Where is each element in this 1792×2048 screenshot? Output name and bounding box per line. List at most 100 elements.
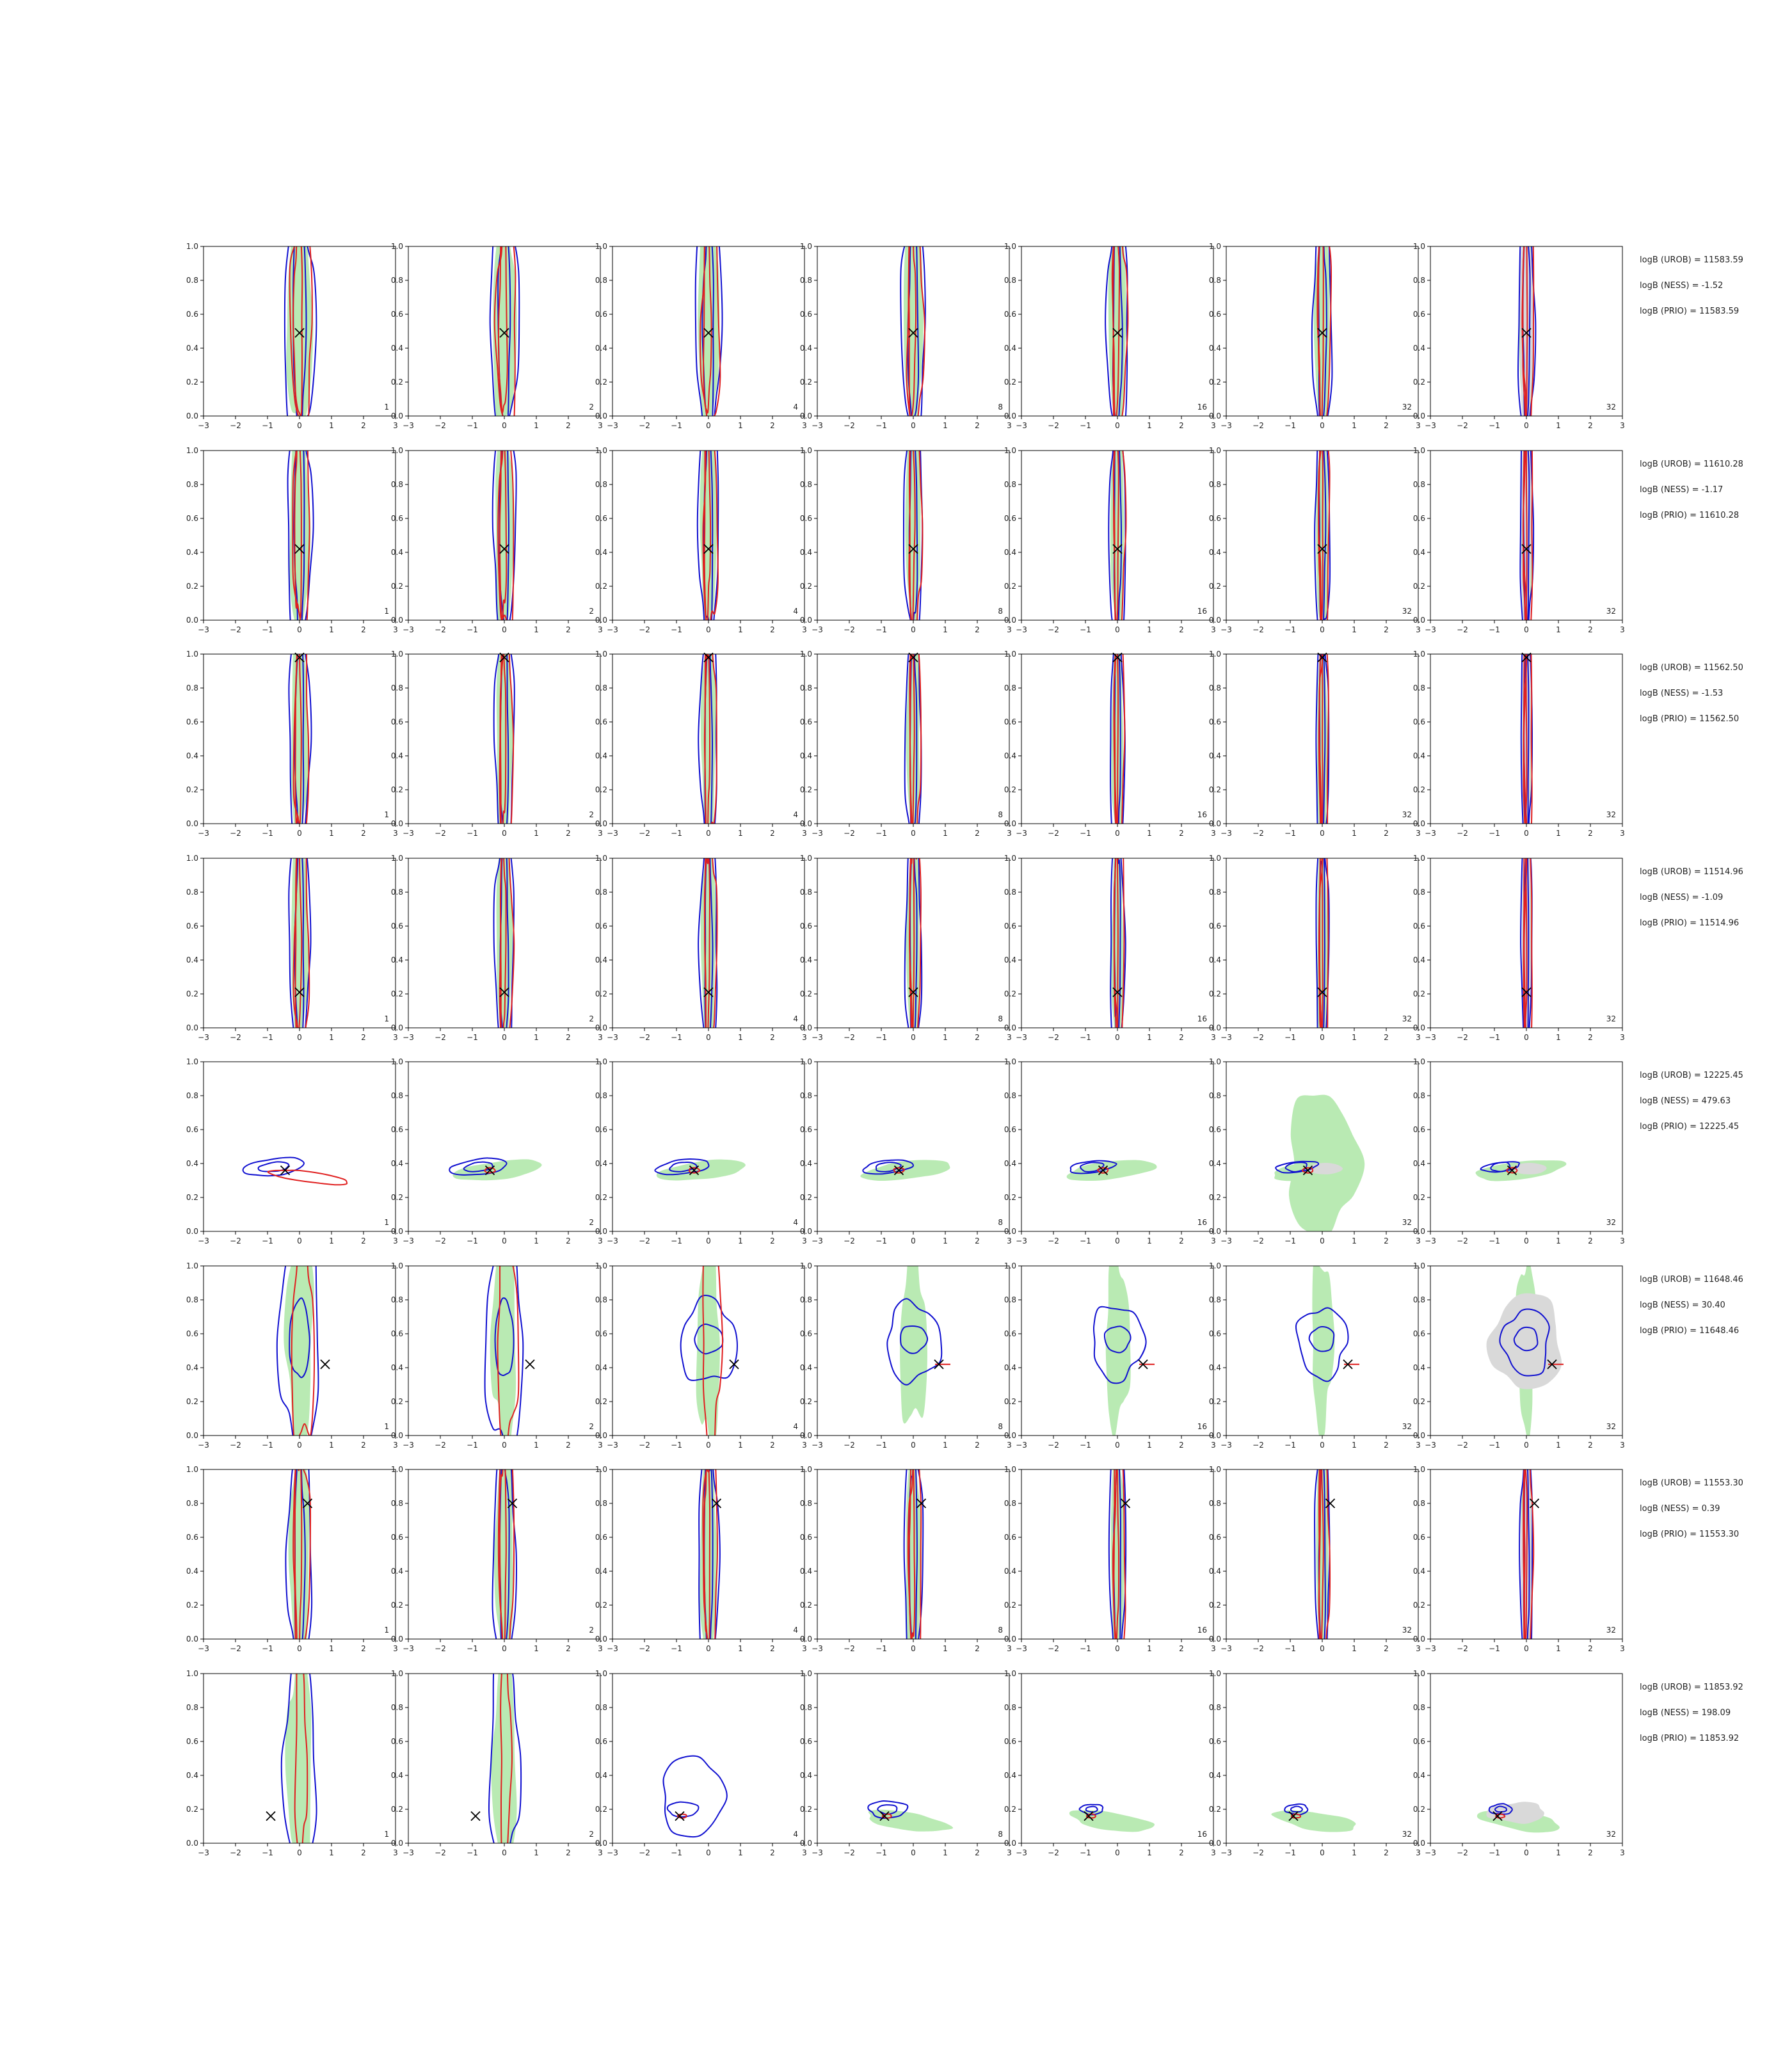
y-tick-label: 0.0 (391, 1839, 403, 1848)
x-tick-label: −3 (1425, 1033, 1436, 1042)
y-tick-label: 0.4 (1004, 751, 1016, 760)
x-tick-label: 0 (911, 625, 916, 634)
panel-r7-c6: −3 −2 −1 0 1 2 30.00.20.40.60.81.032 (1209, 1465, 1421, 1653)
panel-contours (1314, 1469, 1331, 1639)
y-tick-label: 0.6 (186, 1329, 198, 1338)
y-tick-label: 0.2 (391, 1193, 403, 1202)
true-value-marker (507, 1498, 518, 1508)
y-tick-label: 0.6 (1209, 514, 1221, 523)
red-contour-outer (497, 1266, 520, 1436)
true-value-marker (916, 1498, 927, 1508)
x-tick-label: 1 (534, 1848, 539, 1857)
x-tick-label: −1 (467, 421, 478, 430)
y-tick-label: 0.6 (391, 1329, 403, 1338)
red-contour-inner (499, 654, 507, 824)
x-tick-label: 2 (1384, 1033, 1389, 1042)
x-tick-label: −1 (1489, 829, 1500, 838)
panel-r1-c6: −3 −2 −1 0 1 2 30.00.20.40.60.81.032 (1209, 242, 1421, 430)
x-tick-label: 2 (975, 829, 980, 838)
blue-contour-outer (488, 1674, 522, 1843)
axes-frame (203, 1061, 396, 1232)
panel-r4-c5: −3 −2 −1 0 1 2 30.00.20.40.60.81.016 (1004, 854, 1216, 1042)
panel-contours (1295, 1266, 1359, 1436)
panel-contours (1069, 1804, 1155, 1832)
panel-contours (698, 654, 717, 824)
red-contour-outer (906, 246, 925, 416)
y-tick-label: 0.8 (1004, 1091, 1016, 1100)
logb-annotation: logB (PRIO) = 11648.46 (1640, 1326, 1739, 1336)
logb-annotation: logB (UROB) = 11853.92 (1640, 1683, 1743, 1692)
y-tick-label: 0.2 (186, 989, 198, 998)
panel-contours (1066, 1160, 1157, 1181)
density-fill (284, 1266, 314, 1436)
x-tick-label: 1 (1147, 1644, 1152, 1653)
x-tick-label: 2 (975, 1644, 980, 1653)
x-tick-label: 1 (534, 625, 539, 634)
x-tick-label: 2 (1384, 829, 1389, 838)
true-value-marker (294, 544, 305, 554)
logb-annotation: logB (PRIO) = 12225.45 (1640, 1122, 1739, 1132)
blue-contour-outer (1092, 1306, 1147, 1384)
x-tick-label: −3 (812, 1441, 823, 1450)
x-tick-label: 3 (598, 1236, 603, 1245)
y-tick-label: 0.6 (595, 922, 607, 931)
true-value-marker (1325, 1498, 1336, 1508)
panel-corner-label: 32 (1606, 1014, 1616, 1023)
y-tick-label: 0.4 (186, 1771, 198, 1780)
y-tick-label: 0.6 (1413, 1737, 1425, 1746)
panel-corner-label: 2 (589, 1626, 594, 1635)
blue-contour-outer (886, 1298, 943, 1386)
x-tick-label: −1 (1080, 625, 1091, 634)
x-tick-label: −2 (1048, 829, 1059, 838)
panel-r3-c6: −3 −2 −1 0 1 2 30.00.20.40.60.81.032 (1209, 650, 1421, 838)
y-tick-label: 0.2 (391, 1397, 403, 1406)
y-tick-label: 1.0 (1209, 854, 1221, 863)
x-tick-label: 3 (1007, 829, 1012, 838)
x-tick-label: −2 (435, 829, 446, 838)
x-tick-label: −3 (812, 421, 823, 430)
x-tick-label: −2 (1457, 1848, 1468, 1857)
blue-contour-outer (1108, 451, 1126, 620)
density-fill (900, 1266, 927, 1424)
x-tick-label: 0 (1320, 625, 1325, 634)
x-tick-label: −3 (403, 1848, 414, 1857)
panel-contours (904, 858, 923, 1028)
y-tick-label: 0.6 (1004, 1533, 1016, 1542)
y-tick-label: 0.2 (1209, 582, 1221, 591)
x-tick-label: 0 (1524, 1441, 1529, 1450)
y-tick-label: 0.4 (1209, 1567, 1221, 1576)
blue-contour-outer (698, 1469, 721, 1639)
y-tick-label: 0.2 (1413, 989, 1425, 998)
y-tick-label: 0.0 (1413, 1635, 1425, 1644)
y-tick-label: 1.0 (1004, 1465, 1016, 1474)
x-tick-label: 0 (706, 829, 711, 838)
blue-contour-outer (862, 1159, 914, 1175)
y-tick-label: 0.2 (595, 989, 607, 998)
x-tick-label: 3 (598, 625, 603, 634)
panel-contours (285, 1469, 313, 1639)
panel-corner-label: 1 (384, 1830, 389, 1839)
y-tick-label: 1.0 (391, 650, 403, 659)
blue-contour-outer (1110, 858, 1126, 1028)
x-tick-label: 1 (1147, 1236, 1152, 1245)
y-tick-label: 0.4 (186, 548, 198, 557)
y-tick-label: 0.6 (1413, 1533, 1425, 1542)
blue-contour-outer (1520, 858, 1533, 1028)
x-tick-label: −1 (262, 1033, 273, 1042)
y-tick-label: 0.0 (595, 1023, 607, 1032)
red-contour-inner (1113, 451, 1119, 620)
y-tick-label: 0.6 (595, 1125, 607, 1134)
y-tick-label: 1.0 (186, 242, 198, 251)
true-value-marker (1112, 328, 1123, 338)
x-tick-label: 0 (502, 625, 507, 634)
y-tick-label: 0.2 (1209, 785, 1221, 794)
y-tick-label: 0.2 (1004, 989, 1016, 998)
x-tick-label: −3 (812, 829, 823, 838)
true-value-marker (499, 652, 509, 662)
density-fill (1105, 1266, 1131, 1436)
panel-contours (1315, 858, 1330, 1028)
y-tick-label: 0.8 (595, 1091, 607, 1100)
density-fill (1066, 1160, 1157, 1181)
x-tick-label: 0 (502, 1644, 507, 1653)
y-tick-label: 0.2 (391, 1805, 403, 1814)
